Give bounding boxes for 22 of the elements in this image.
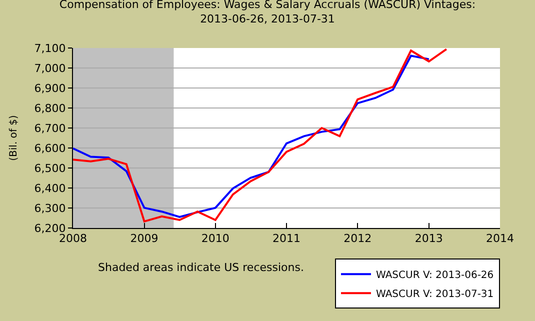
y-tick-label: 6,800 [34, 102, 66, 115]
y-tick-label: 6,400 [34, 182, 66, 195]
y-tick-label: 6,600 [34, 142, 66, 155]
y-tick-label: 6,700 [34, 122, 66, 135]
x-tick-label: 2014 [486, 232, 514, 246]
text: Shaded areas indicate US recessions. [98, 261, 304, 274]
y-tick-label: 6,500 [34, 162, 66, 175]
x-tick-label: 2012 [344, 232, 372, 246]
y-tick-label: 6,300 [34, 202, 66, 215]
legend-label: WASCUR V: 2013-06-26 [376, 270, 494, 281]
legend-label: WASCUR V: 2013-07-31 [376, 289, 494, 300]
x-tick-label: 2008 [59, 232, 87, 246]
y-axis-title: (Bil. of $) [8, 115, 20, 161]
x-tick-label: 2010 [201, 232, 230, 246]
y-tick-label: 6,900 [34, 82, 66, 95]
y-tick-label: 6,200 [34, 222, 66, 235]
y-tick-label: 7,000 [34, 62, 66, 75]
x-tick-label: 2011 [272, 232, 300, 246]
x-tick-label: 2009 [130, 232, 158, 246]
y-tick-label: 7,100 [34, 42, 66, 55]
chart-title: Compensation of Employees: Wages & Salary Accruals (WASCUR) Vintages: 2013-06-26, 2013-07-31 [59, 0, 476, 26]
x-tick-label: 2013 [414, 232, 443, 246]
